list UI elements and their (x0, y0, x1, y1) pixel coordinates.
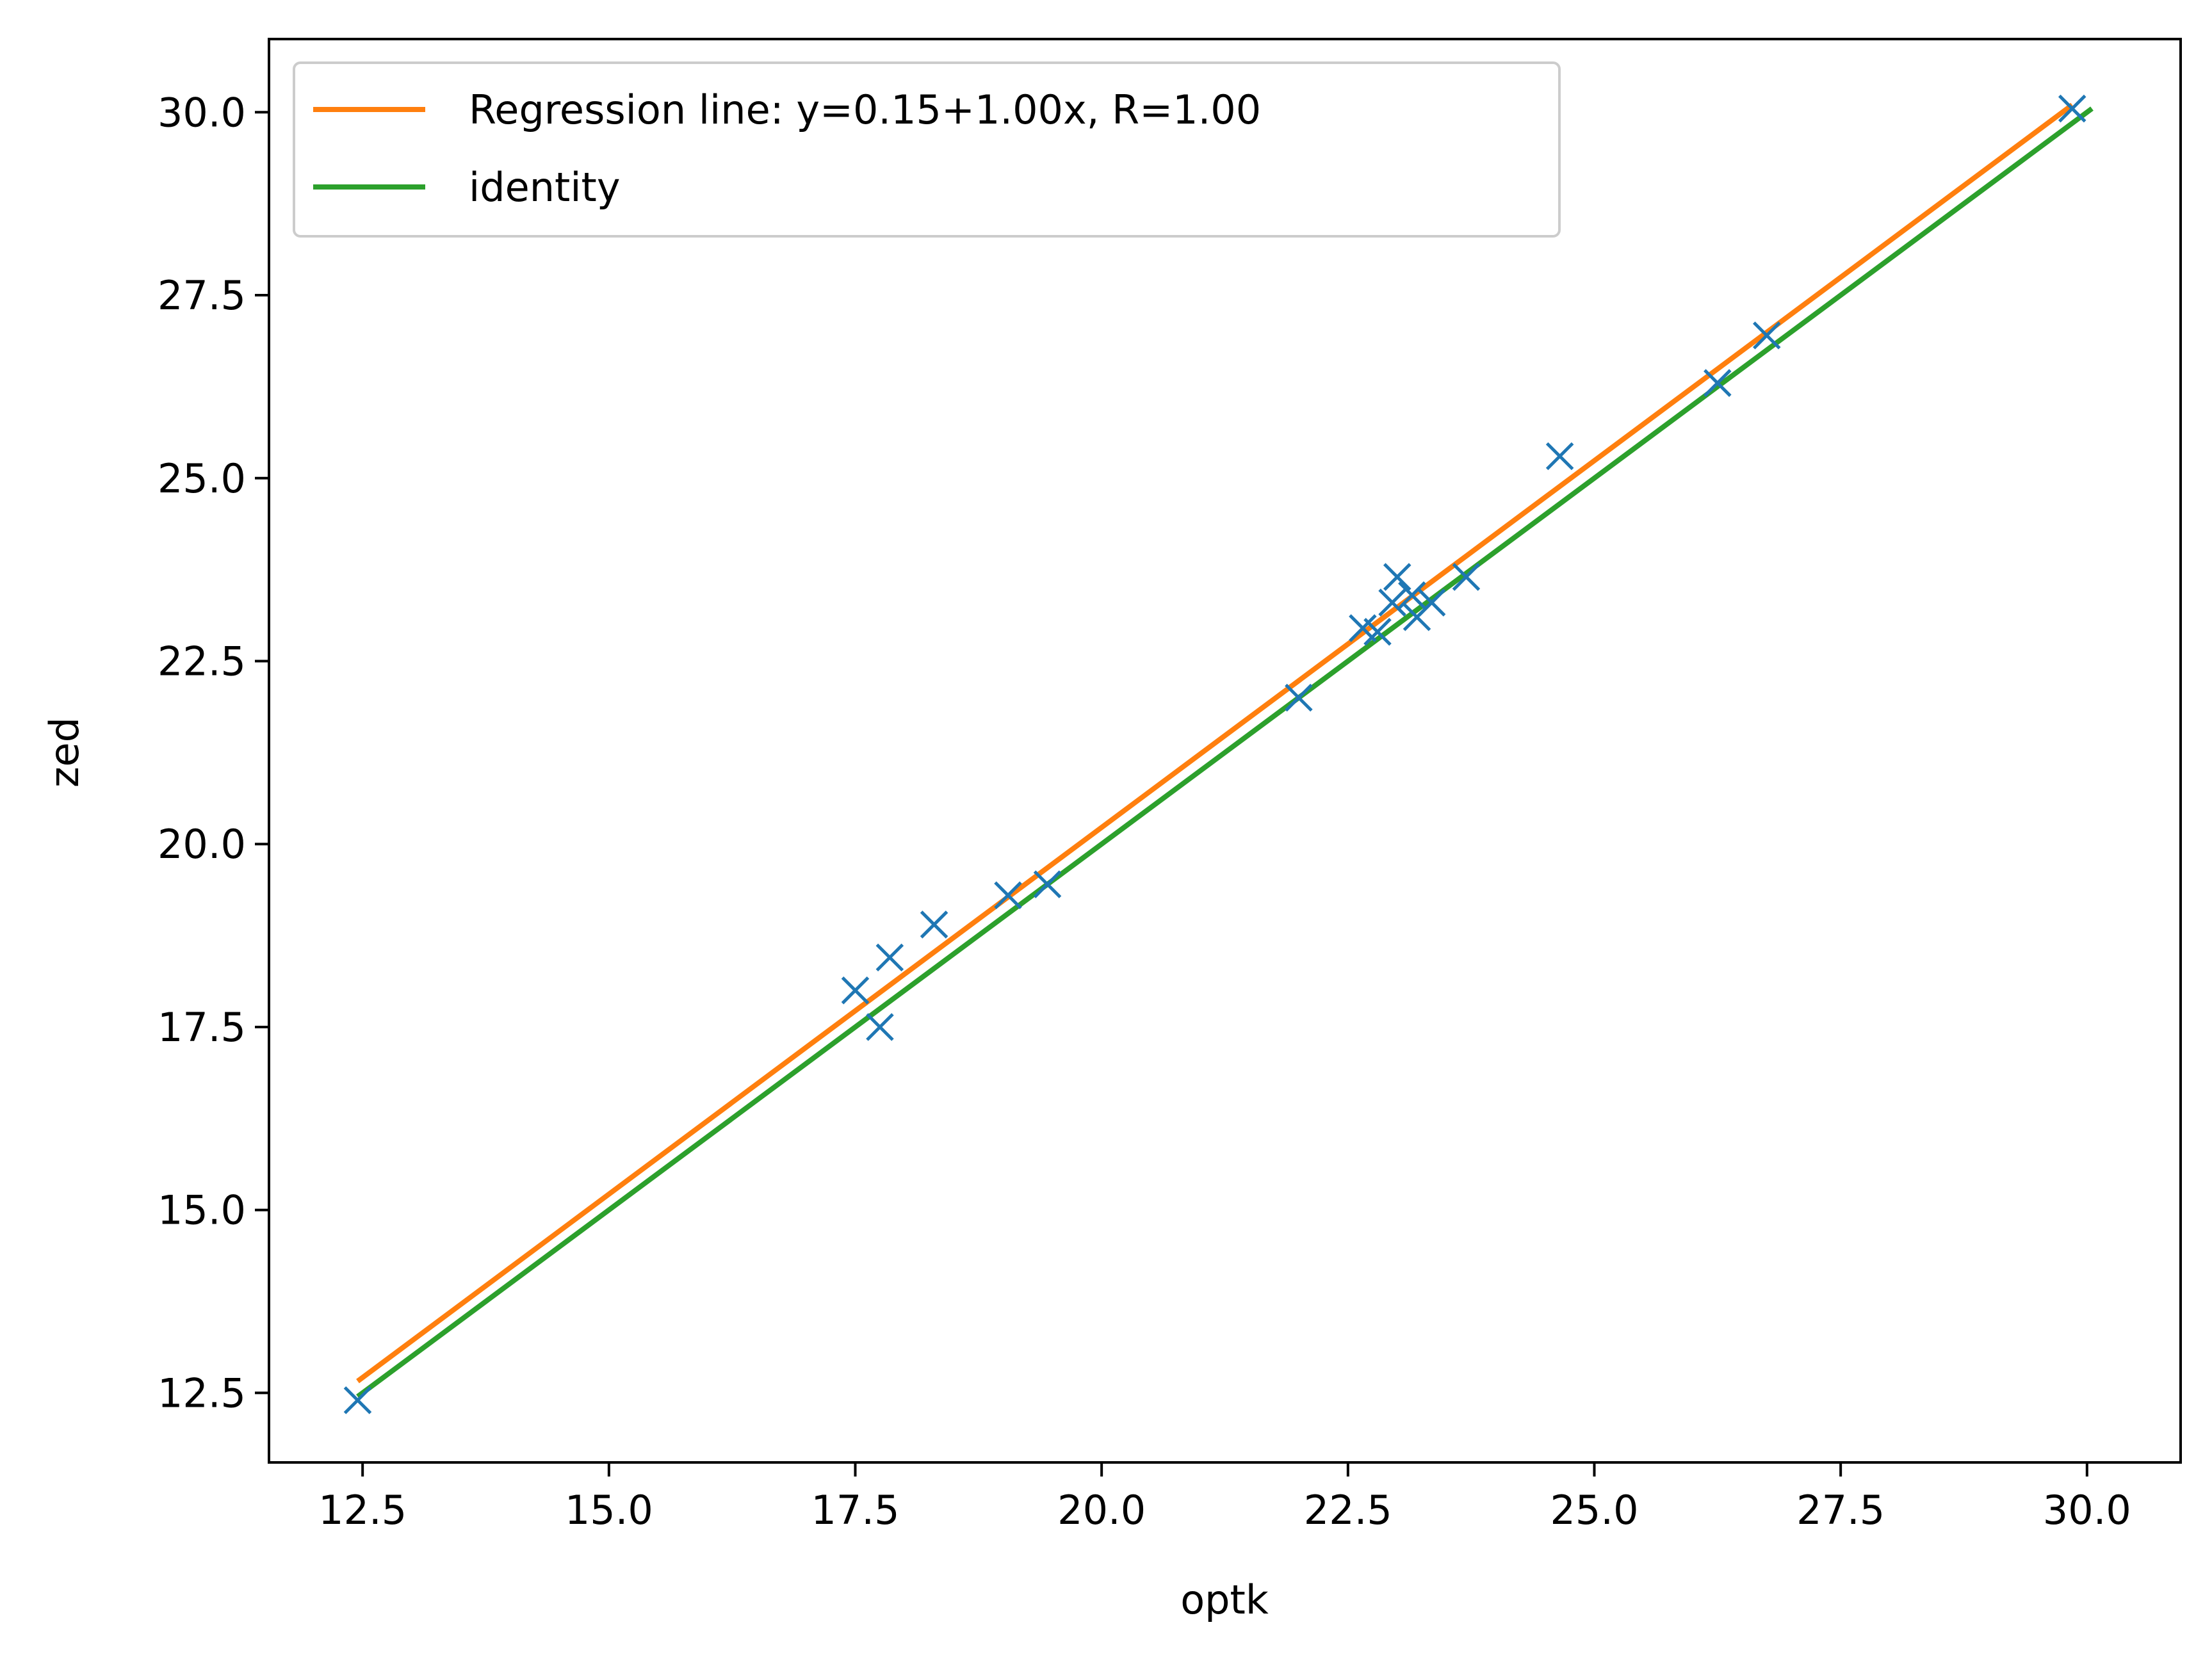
x-tick-label: 20.0 (1057, 1487, 1146, 1534)
scatter-point-marker (1363, 618, 1392, 646)
y-tick-label: 20.0 (158, 821, 246, 868)
scatter-point-marker (920, 910, 948, 939)
scatter-point-marker (1378, 588, 1406, 617)
y-tick-label: 12.5 (158, 1370, 246, 1416)
x-tick-label: 12.5 (318, 1487, 407, 1534)
scatter-point-marker (2058, 94, 2086, 123)
y-tick-label: 17.5 (158, 1004, 246, 1051)
legend-frame (293, 61, 1561, 238)
y-tick-label: 30.0 (158, 89, 246, 136)
scatter-point-marker (1033, 870, 1062, 898)
y-tick-label: 27.5 (158, 272, 246, 319)
scatter-point-marker (1704, 369, 1732, 397)
x-tick-label: 25.0 (1550, 1487, 1638, 1534)
identity-line (356, 106, 2094, 1399)
x-tick-label: 30.0 (2043, 1487, 2131, 1534)
scatter-point-marker (1383, 563, 1411, 591)
scatter-point-marker (1752, 321, 1781, 350)
x-tick-label: 17.5 (811, 1487, 899, 1534)
scatter-point-marker (875, 943, 904, 972)
y-tick-label: 25.0 (158, 455, 246, 502)
scatter-point-marker (343, 1386, 372, 1414)
plot-frame (268, 38, 2182, 1464)
scatter-point-marker (1452, 563, 1481, 591)
legend-label-regression: Regression line: y=0.15+1.00x, R=1.00 (469, 86, 1261, 133)
x-tick-label: 15.0 (565, 1487, 653, 1534)
data-layer (343, 94, 2094, 1414)
scatter-point-marker (866, 1013, 894, 1041)
scatter-point-marker (841, 976, 870, 1005)
y-tick-label: 22.5 (158, 638, 246, 684)
legend-label-identity: identity (469, 164, 621, 211)
x-tick-label: 27.5 (1796, 1487, 1885, 1534)
scatter-point-marker (1417, 588, 1446, 617)
scatter-point-marker (1545, 442, 1574, 471)
x-tick-label: 22.5 (1304, 1487, 1392, 1534)
scatter-point-marker (1285, 683, 1313, 712)
scatter-point-marker (994, 881, 1022, 909)
y-axis-title: zed (41, 717, 88, 788)
regression-line (356, 102, 2074, 1384)
x-axis-title: optk (1180, 1576, 1269, 1623)
legend: Regression line: y=0.15+1.00x, R=1.00 id… (293, 61, 1561, 238)
x-axis: 12.5 15.0 17.5 20.0 22.5 25.0 27.5 30.0 (318, 1462, 2131, 1534)
y-axis: 12.5 15.0 17.5 20.0 22.5 25.0 27.5 30.0 (158, 89, 269, 1416)
y-tick-label: 15.0 (158, 1187, 246, 1234)
scatter-point-marker (1398, 581, 1426, 610)
